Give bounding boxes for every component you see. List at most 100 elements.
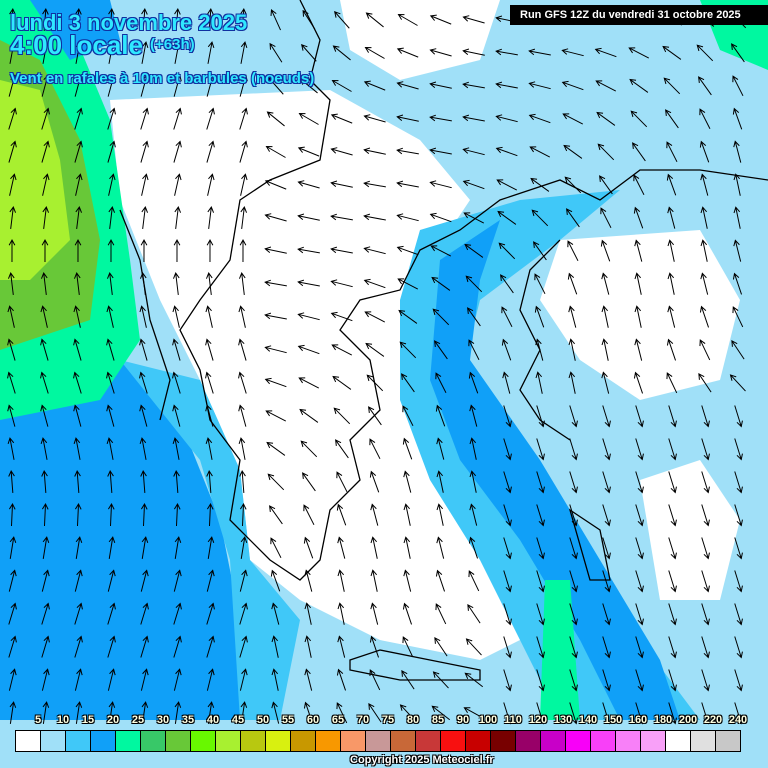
wind-arrow xyxy=(734,669,743,692)
wind-arrow xyxy=(330,213,353,221)
wind-arrow xyxy=(270,537,282,559)
wind-arrow xyxy=(75,41,83,64)
wind-arrow xyxy=(397,278,419,290)
wind-arrow xyxy=(107,74,116,97)
wind-arrow xyxy=(336,503,347,526)
wind-arrow xyxy=(468,570,480,592)
wind-arrow xyxy=(568,305,577,328)
wind-arrow xyxy=(462,114,485,122)
wind-arrow xyxy=(141,173,149,196)
wind-arrow xyxy=(298,112,319,125)
wind-arrow xyxy=(431,705,451,721)
wind-arrow xyxy=(500,274,514,294)
wind-arrow xyxy=(602,636,611,659)
wind-arrow xyxy=(173,74,182,97)
wind-arrow xyxy=(667,239,675,262)
wind-arrow xyxy=(396,180,419,188)
wind-arrow xyxy=(498,242,516,260)
wind-arrow xyxy=(239,107,248,130)
wind-arrow xyxy=(238,404,247,427)
wind-arrow xyxy=(628,47,650,59)
wind-arrow xyxy=(370,536,378,559)
wind-arrow xyxy=(206,238,214,263)
legend-swatch xyxy=(366,731,391,751)
legend-swatch xyxy=(616,731,641,751)
wind-arrow xyxy=(41,107,50,130)
wind-arrow xyxy=(141,41,149,64)
wind-arrow xyxy=(495,114,518,123)
wind-arrow xyxy=(536,702,545,725)
legend-label: 100 xyxy=(478,714,498,726)
wind-arrow xyxy=(495,48,518,56)
wind-arrow xyxy=(140,238,148,263)
legend-swatch xyxy=(141,731,166,751)
legend-label: 140 xyxy=(578,714,598,726)
wind-arrow xyxy=(634,338,643,361)
wind-arrow xyxy=(41,569,50,592)
wind-arrow xyxy=(668,504,677,527)
wind-arrow xyxy=(264,213,287,222)
wind-arrow xyxy=(536,669,545,692)
wind-arrow xyxy=(264,246,287,254)
wind-arrow xyxy=(240,173,248,196)
legend-swatch xyxy=(716,731,740,751)
wind-arrow xyxy=(363,246,386,255)
wind-arrow xyxy=(173,469,180,494)
wind-arrow xyxy=(501,306,513,328)
wind-arrow xyxy=(108,7,115,32)
wind-arrow xyxy=(402,636,414,658)
wind-arrow xyxy=(266,111,285,127)
wind-arrow xyxy=(699,339,711,361)
legend-label: 10 xyxy=(56,714,70,726)
wind-arrow xyxy=(635,438,644,461)
wind-arrow xyxy=(270,569,281,592)
wind-arrow xyxy=(75,536,83,559)
wind-arrow xyxy=(300,440,318,458)
legend-label: 110 xyxy=(504,714,522,726)
legend-swatch xyxy=(66,731,91,751)
wind-arrow xyxy=(173,635,182,658)
wind-arrow xyxy=(429,114,452,122)
wind-arrow xyxy=(503,603,512,626)
wind-arrow xyxy=(536,405,545,428)
wind-arrow xyxy=(665,109,679,129)
wind-arrow xyxy=(74,140,83,163)
wind-arrow xyxy=(566,208,580,228)
wind-arrow xyxy=(668,471,677,494)
wind-arrow xyxy=(403,536,411,559)
wind-arrow xyxy=(239,238,247,263)
west-strong-wind xyxy=(0,360,260,720)
wind-arrow xyxy=(462,48,485,56)
wind-arrow xyxy=(207,701,215,724)
wind-arrow xyxy=(700,206,708,229)
wind-arrow xyxy=(270,9,281,31)
wind-arrow xyxy=(206,107,215,130)
wind-arrow xyxy=(528,48,551,56)
wind-arrow xyxy=(528,81,551,90)
wind-arrow xyxy=(332,375,352,390)
wind-arrow xyxy=(330,279,353,288)
legend-label: 45 xyxy=(231,714,245,726)
wind-arrow xyxy=(401,373,415,393)
wind-arrow xyxy=(534,273,546,295)
wind-arrow xyxy=(331,344,353,356)
wind-arrow xyxy=(299,408,319,423)
wind-arrow xyxy=(207,41,215,64)
wind-arrow xyxy=(634,239,643,262)
wind-arrow xyxy=(595,80,617,92)
wind-arrow xyxy=(365,12,384,28)
forecast-lead-time: (+63h) xyxy=(150,36,195,53)
wind-arrow xyxy=(207,173,215,196)
legend-swatch xyxy=(591,731,616,751)
legend-label: 220 xyxy=(703,714,723,726)
wind-arrow xyxy=(271,602,280,625)
legend-swatch xyxy=(666,731,691,751)
wind-arrow xyxy=(370,503,379,526)
legend-swatch xyxy=(16,731,41,751)
wind-arrow xyxy=(239,502,247,527)
wind-arrow xyxy=(396,147,419,155)
wind-arrow xyxy=(331,79,352,92)
wind-arrow xyxy=(304,635,312,658)
wind-arrow xyxy=(298,377,320,389)
wind-arrow xyxy=(403,569,412,592)
